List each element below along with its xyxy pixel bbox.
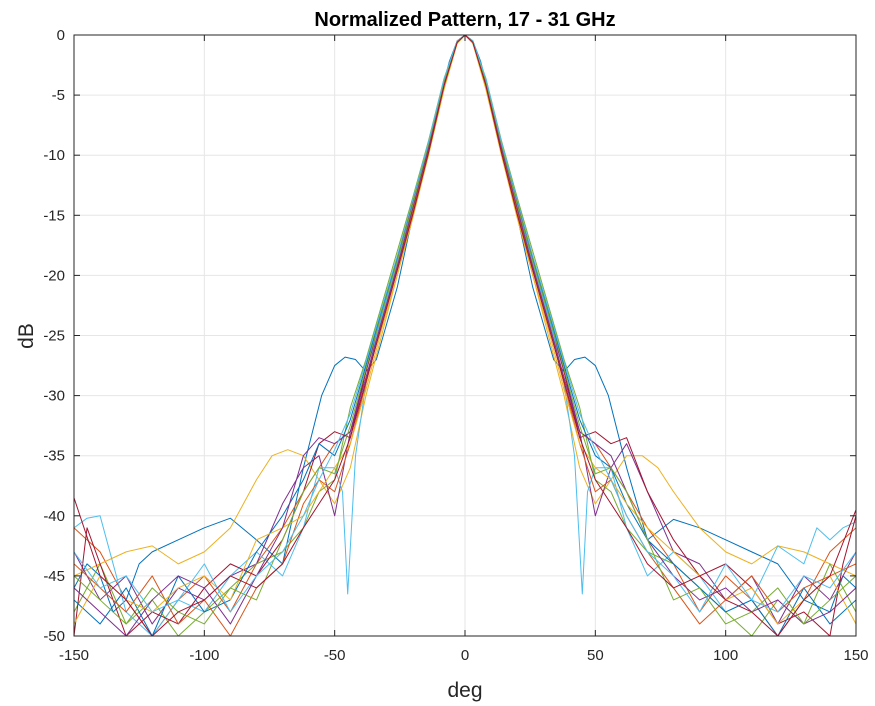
y-tick-label: 0 (57, 27, 65, 44)
series-line-3 (74, 35, 856, 577)
series-line-14 (74, 35, 856, 636)
series-layer (74, 35, 856, 636)
x-tick-label: -150 (59, 647, 89, 664)
y-tick-label: -45 (43, 568, 65, 585)
y-tick-label: -40 (43, 508, 65, 525)
x-tick-label: 50 (587, 647, 604, 664)
y-tick-labels: 0 -5 -10 -15 -20 -25 -30 -35 -40 -45 -50 (43, 27, 65, 645)
series-line-9 (74, 35, 856, 636)
x-tick-label: 0 (461, 647, 469, 664)
series-line-8 (74, 35, 856, 636)
series-line-13 (74, 35, 856, 613)
y-tick-label: -30 (43, 388, 65, 405)
series-line-2 (74, 35, 856, 636)
y-tick-label: -20 (43, 267, 65, 284)
y-tick-label: -5 (52, 87, 65, 104)
chart-title: Normalized Pattern, 17 - 31 GHz (314, 9, 615, 31)
y-tick-label: -10 (43, 147, 65, 164)
y-tick-label: -15 (43, 207, 65, 224)
x-axis-label: deg (447, 679, 482, 702)
tick-marks (73, 34, 857, 637)
series-line-10 (74, 35, 856, 625)
x-tick-labels: -150 -100 -50 0 50 100 150 (59, 647, 869, 664)
y-tick-label: -25 (43, 328, 65, 345)
y-axis-label: dB (15, 323, 38, 349)
x-tick-label: 100 (713, 647, 738, 664)
series-line-12 (74, 35, 856, 625)
y-tick-label: -35 (43, 448, 65, 465)
x-tick-label: -100 (189, 647, 219, 664)
x-tick-label: -50 (324, 647, 346, 664)
y-tick-label: -50 (43, 628, 65, 645)
x-tick-label: 150 (843, 647, 868, 664)
